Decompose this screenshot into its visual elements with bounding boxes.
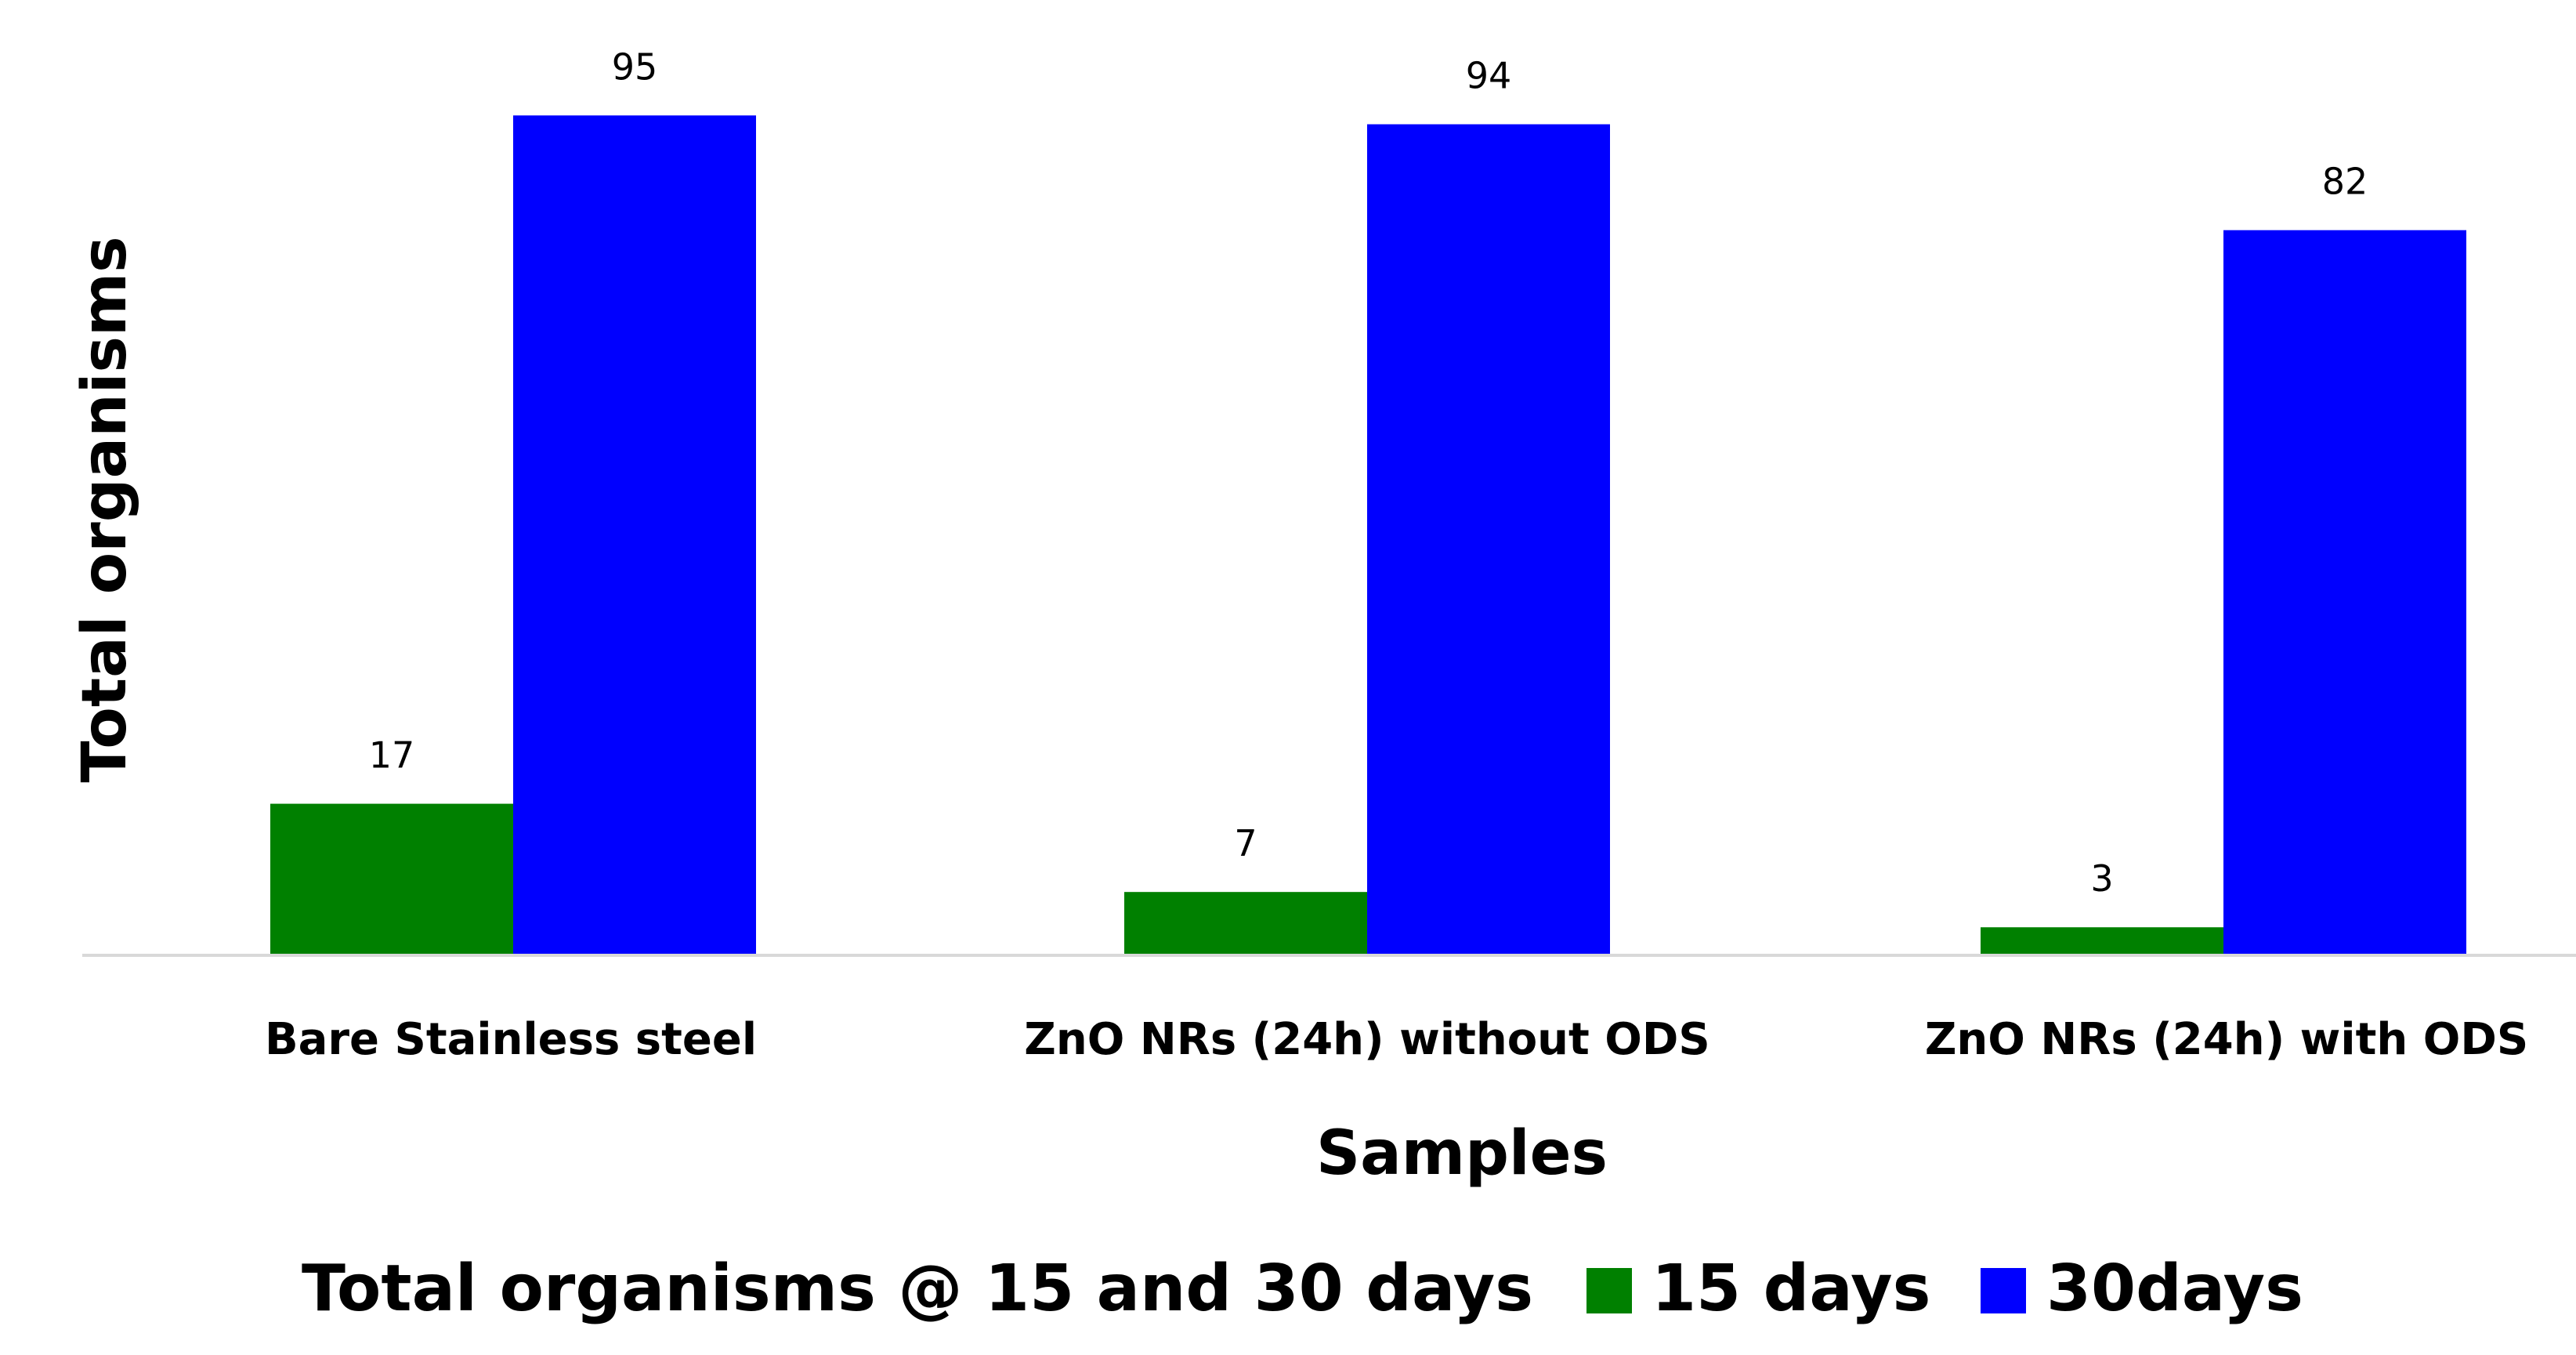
- value-label-30days-bare-stainless-steel: 95: [612, 45, 658, 88]
- legend-label-30days: 30days: [2046, 1252, 2303, 1326]
- value-label-30days-zno-nrs-24h-with-ods: 82: [2322, 161, 2368, 203]
- x-axis-title: Samples: [1316, 1118, 1608, 1189]
- legend: Total organisms @ 15 and 30 days 15 days…: [302, 1252, 2303, 1326]
- x-tick-label-bare-stainless-steel: Bare Stainless steel: [265, 1014, 757, 1065]
- legend-swatch-15-days: [1586, 1268, 1632, 1313]
- bar-30days-zno-nrs-24h-with-ods: [2223, 230, 2466, 954]
- value-label-15-days-bare-stainless-steel: 17: [369, 734, 415, 777]
- value-label-30days-zno-nrs-24h-without-ods: 94: [1466, 55, 1512, 97]
- bar-15-days-zno-nrs-24h-without-ods: [1124, 892, 1367, 954]
- value-labels-layer: 17 7 3 95 94 82: [369, 45, 2368, 900]
- value-label-15-days-zno-nrs-24h-with-ods: 3: [2090, 857, 2113, 900]
- x-tick-label-zno-nrs-24h-without-ods: ZnO NRs (24h) without ODS: [1024, 1014, 1709, 1065]
- bar-30days-zno-nrs-24h-without-ods: [1367, 124, 1610, 954]
- bar-30days-bare-stainless-steel: [513, 115, 756, 954]
- tick-labels-layer: Bare Stainless steel ZnO NRs (24h) withou…: [265, 1014, 2528, 1065]
- bars-layer: [270, 115, 2466, 954]
- value-label-15-days-zno-nrs-24h-without-ods: 7: [1234, 822, 1257, 864]
- y-axis-title: Total organisms: [70, 236, 140, 782]
- legend-label-15-days: 15 days: [1652, 1252, 1930, 1326]
- bar-15-days-bare-stainless-steel: [270, 803, 513, 954]
- legend-title: Total organisms @ 15 and 30 days: [302, 1252, 1533, 1326]
- bar-15-days-zno-nrs-24h-with-ods: [1981, 927, 2223, 954]
- x-tick-label-zno-nrs-24h-with-ods: ZnO NRs (24h) with ODS: [1925, 1014, 2528, 1065]
- legend-swatch-30days: [1981, 1268, 2026, 1313]
